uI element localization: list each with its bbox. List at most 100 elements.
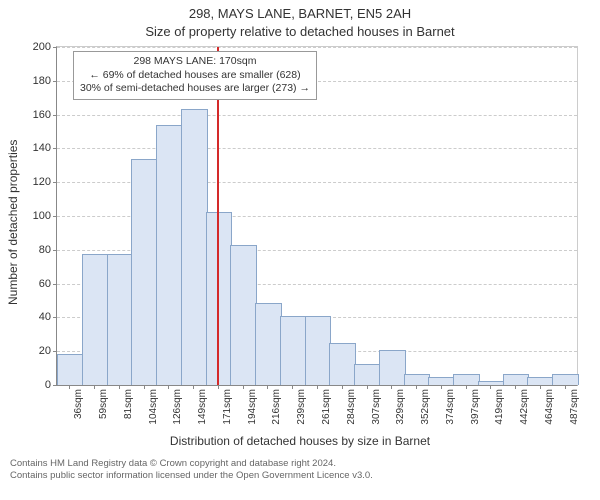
x-tick-label: 261sqm	[321, 389, 332, 425]
y-tick-mark	[53, 81, 57, 82]
credits: Contains HM Land Registry data © Crown c…	[10, 458, 373, 482]
y-tick-label: 60	[39, 278, 51, 290]
x-tick-label: 194sqm	[247, 389, 258, 425]
histogram-bar	[181, 109, 208, 385]
x-tick-label: 352sqm	[420, 389, 431, 425]
y-tick-mark	[53, 216, 57, 217]
gridline	[57, 115, 577, 116]
x-tick-mark	[466, 385, 467, 389]
x-tick-mark	[367, 385, 368, 389]
x-tick-label: 36sqm	[73, 389, 84, 419]
y-tick-label: 120	[33, 176, 51, 188]
y-tick-label: 140	[33, 142, 51, 154]
histogram-bar	[82, 254, 109, 385]
y-tick-label: 180	[33, 75, 51, 87]
y-tick-label: 40	[39, 311, 51, 323]
x-tick-mark	[391, 385, 392, 389]
y-axis-label: Number of detached properties	[6, 140, 20, 305]
y-tick-mark	[53, 284, 57, 285]
x-tick-mark	[515, 385, 516, 389]
annotation-line1: 298 MAYS LANE: 170sqm	[80, 55, 310, 69]
annotation-line2: ← 69% of detached houses are smaller (62…	[80, 69, 310, 83]
x-tick-mark	[193, 385, 194, 389]
histogram-bar	[503, 374, 530, 385]
x-tick-label: 126sqm	[172, 389, 183, 425]
chart-title-line1: 298, MAYS LANE, BARNET, EN5 2AH	[0, 6, 600, 21]
plot-area: 02040608010012014016018020036sqm59sqm81s…	[56, 46, 578, 386]
histogram-bar	[379, 350, 406, 385]
histogram-bar	[453, 374, 480, 385]
chart-container: { "chart": { "type": "histogram", "title…	[0, 0, 600, 500]
y-tick-mark	[53, 148, 57, 149]
x-tick-label: 419sqm	[494, 389, 505, 425]
y-tick-label: 80	[39, 244, 51, 256]
histogram-bar	[107, 254, 134, 385]
x-tick-mark	[565, 385, 566, 389]
x-tick-mark	[342, 385, 343, 389]
y-tick-label: 0	[45, 379, 51, 391]
x-tick-label: 374sqm	[445, 389, 456, 425]
histogram-bar	[428, 377, 455, 385]
credit-line2: Contains public sector information licen…	[10, 470, 373, 482]
x-tick-mark	[168, 385, 169, 389]
x-tick-mark	[218, 385, 219, 389]
histogram-bar	[131, 159, 158, 385]
y-tick-mark	[53, 250, 57, 251]
histogram-bar	[552, 374, 579, 385]
histogram-bar	[255, 303, 282, 385]
x-tick-label: 81sqm	[123, 389, 134, 419]
x-tick-mark	[94, 385, 95, 389]
y-tick-label: 160	[33, 109, 51, 121]
y-tick-label: 100	[33, 210, 51, 222]
x-tick-mark	[317, 385, 318, 389]
y-tick-mark	[53, 182, 57, 183]
histogram-bar	[230, 245, 257, 385]
histogram-bar	[156, 125, 183, 385]
x-tick-label: 104sqm	[148, 389, 159, 425]
histogram-bar	[329, 343, 356, 385]
y-tick-mark	[53, 351, 57, 352]
y-tick-mark	[53, 47, 57, 48]
x-tick-label: 59sqm	[98, 389, 109, 419]
x-tick-label: 487sqm	[569, 389, 580, 425]
x-tick-label: 307sqm	[371, 389, 382, 425]
x-tick-mark	[416, 385, 417, 389]
x-tick-mark	[243, 385, 244, 389]
x-tick-mark	[119, 385, 120, 389]
chart-subtitle: Size of property relative to detached ho…	[0, 24, 600, 39]
x-tick-label: 464sqm	[544, 389, 555, 425]
gridline	[57, 148, 577, 149]
histogram-bar	[404, 374, 431, 385]
histogram-bar	[354, 364, 381, 385]
y-tick-label: 20	[39, 345, 51, 357]
x-tick-label: 239sqm	[296, 389, 307, 425]
credit-line1: Contains HM Land Registry data © Crown c…	[10, 458, 373, 470]
histogram-bar	[527, 377, 554, 385]
x-tick-label: 216sqm	[271, 389, 282, 425]
y-tick-mark	[53, 385, 57, 386]
x-tick-label: 171sqm	[222, 389, 233, 425]
y-tick-mark	[53, 115, 57, 116]
x-tick-label: 397sqm	[470, 389, 481, 425]
histogram-bar	[280, 316, 307, 385]
x-tick-mark	[69, 385, 70, 389]
histogram-bar	[206, 212, 233, 385]
annotation-line3: 30% of semi-detached houses are larger (…	[80, 82, 310, 96]
x-tick-mark	[490, 385, 491, 389]
histogram-bar	[305, 316, 332, 385]
x-tick-mark	[267, 385, 268, 389]
x-tick-mark	[441, 385, 442, 389]
y-tick-label: 200	[33, 41, 51, 53]
x-tick-label: 442sqm	[519, 389, 530, 425]
y-tick-mark	[53, 317, 57, 318]
gridline	[57, 47, 577, 48]
x-tick-mark	[540, 385, 541, 389]
x-tick-label: 284sqm	[346, 389, 357, 425]
x-tick-mark	[292, 385, 293, 389]
x-tick-label: 329sqm	[395, 389, 406, 425]
x-axis-label: Distribution of detached houses by size …	[0, 434, 600, 448]
x-tick-label: 149sqm	[197, 389, 208, 425]
histogram-bar	[57, 354, 84, 385]
annotation-box: 298 MAYS LANE: 170sqm ← 69% of detached …	[73, 51, 317, 100]
x-tick-mark	[144, 385, 145, 389]
